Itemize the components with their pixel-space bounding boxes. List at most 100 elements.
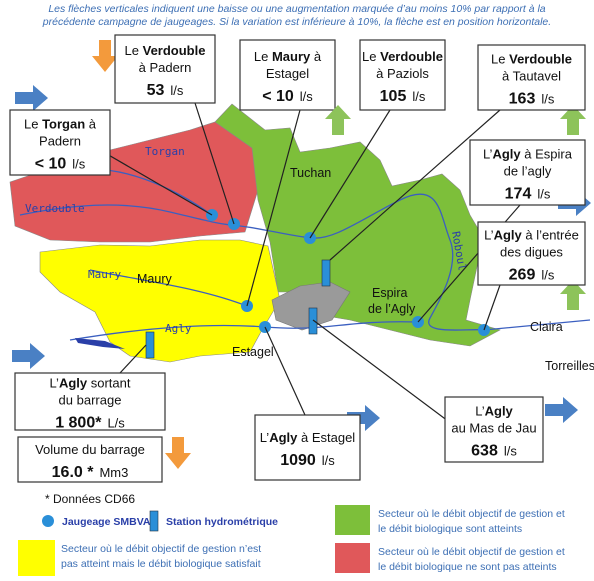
flow-value: 174	[505, 186, 532, 203]
header-line: précédente campagne de jaugeages. Si la …	[42, 16, 551, 28]
station-label: L’Agly sortant	[50, 376, 131, 391]
legend-text: Secteur où le débit objectif de gestion …	[378, 508, 565, 520]
station-box	[239, 39, 336, 111]
trend-arrow	[165, 437, 191, 469]
town-label: Estagel	[232, 345, 274, 359]
trend-arrow	[92, 40, 118, 72]
label-part: Le	[125, 43, 143, 58]
flow-unit: L/s	[107, 416, 125, 431]
station-value: < 10 l/s	[35, 156, 86, 173]
legend-station: Station hydrométrique	[166, 516, 278, 528]
station-box	[114, 34, 216, 104]
station-label: L’Agly à l’entrée	[484, 228, 579, 243]
station-label: de l’agly	[504, 164, 552, 179]
legend-swatch	[335, 543, 370, 573]
station-label: Le Maury à	[254, 49, 322, 64]
leader-line	[119, 344, 147, 374]
legend-text: Secteur où le débit objectif de gestion …	[61, 543, 261, 555]
label-part: à Paziols	[376, 66, 429, 81]
town-label: Claira	[530, 320, 563, 334]
station-marker	[308, 307, 318, 335]
leader-line	[99, 149, 213, 216]
station-box	[477, 221, 586, 286]
legend-swatch	[18, 540, 55, 576]
label-part: à Espira	[521, 147, 573, 162]
label-part: à Padern	[139, 60, 192, 75]
river-label: Maury	[88, 268, 121, 281]
flow-unit: l/s	[541, 268, 555, 283]
trend-arrow	[15, 85, 48, 111]
reservoir	[75, 338, 125, 349]
trend-arrow	[325, 105, 351, 135]
label-part: Agly	[492, 147, 521, 162]
label-part: Maury	[272, 49, 311, 64]
map	[9, 103, 591, 363]
flow-value: 638	[471, 443, 498, 460]
river	[89, 269, 248, 307]
station-value: 174 l/s	[505, 186, 551, 203]
station-box	[477, 44, 586, 111]
flow-unit: l/s	[541, 92, 555, 107]
header-line: Les flèches verticales indiquent une bai…	[48, 3, 545, 15]
station-label: Le Torgan à	[24, 117, 97, 132]
leader-line	[264, 326, 306, 416]
label-part: des digues	[500, 245, 563, 260]
label-part: Verdouble	[380, 49, 443, 64]
station-value: 16.0 * Mm3	[52, 464, 129, 481]
flow-value: < 10	[262, 88, 294, 105]
leader-line	[194, 102, 235, 225]
label-part: L’	[475, 404, 485, 419]
river-label: Verdouble	[25, 202, 85, 215]
flow-unit: l/s	[170, 83, 184, 98]
trend-arrow	[560, 280, 586, 310]
station-label: L’Agly	[475, 404, 513, 419]
river-label: Torgan	[145, 145, 185, 158]
label-part: L’	[260, 430, 270, 445]
leader-line	[312, 319, 461, 431]
station-box	[9, 109, 111, 176]
river-label: Agly	[165, 322, 192, 335]
flow-value: 105	[380, 88, 407, 105]
flow-value: 269	[509, 267, 536, 284]
legend-text: le débit biologique sont atteints	[378, 523, 522, 535]
legend-swatch	[335, 505, 370, 535]
station-box	[444, 396, 544, 463]
legend: * Données CD66 Jaugeage SMBVA Station hy…	[18, 492, 565, 576]
station-box	[17, 436, 163, 483]
label-part: au Mas de Jau	[451, 421, 536, 436]
flow-unit: l/s	[504, 444, 518, 459]
leader-line	[483, 284, 501, 331]
station-value: 269 l/s	[509, 267, 555, 284]
station-label: Estagel	[266, 66, 309, 81]
trend-arrow	[12, 343, 45, 369]
label-part: Agly	[485, 404, 514, 419]
flow-unit: l/s	[537, 187, 551, 202]
leader-line	[246, 109, 301, 307]
station-label: à Tautavel	[502, 69, 561, 84]
legend-text: pas atteint mais le débit biologique sat…	[61, 558, 261, 570]
flow-unit: l/s	[412, 89, 426, 104]
station-value: 1 800* L/s	[55, 415, 125, 432]
river	[19, 193, 591, 331]
label-part: à	[85, 117, 97, 132]
station-label: Le Verdouble	[362, 49, 443, 64]
flow-unit: l/s	[300, 89, 314, 104]
label-part: L’	[50, 376, 60, 391]
label-part: Estagel	[266, 66, 309, 81]
station-label: Le Verdouble	[125, 43, 206, 58]
legend-station-icon	[149, 510, 159, 532]
station-box	[254, 414, 361, 481]
legend-text: le débit biologique ne sont pas atteints	[378, 561, 557, 573]
town-label: Espira	[372, 286, 407, 300]
town-label: Tuchan	[290, 166, 331, 180]
label-part: Agly	[494, 228, 523, 243]
town-label: de l’Agly	[368, 302, 416, 316]
yellow-sector	[39, 239, 281, 363]
label-part: Le	[24, 117, 42, 132]
label-part: Le	[491, 52, 509, 67]
station-value: 638 l/s	[471, 443, 517, 460]
grey-sector	[271, 281, 351, 331]
flow-unit: Mm3	[99, 465, 128, 480]
station-label: L’Agly à Estagel	[260, 430, 356, 445]
label-part: Agly	[59, 376, 88, 391]
